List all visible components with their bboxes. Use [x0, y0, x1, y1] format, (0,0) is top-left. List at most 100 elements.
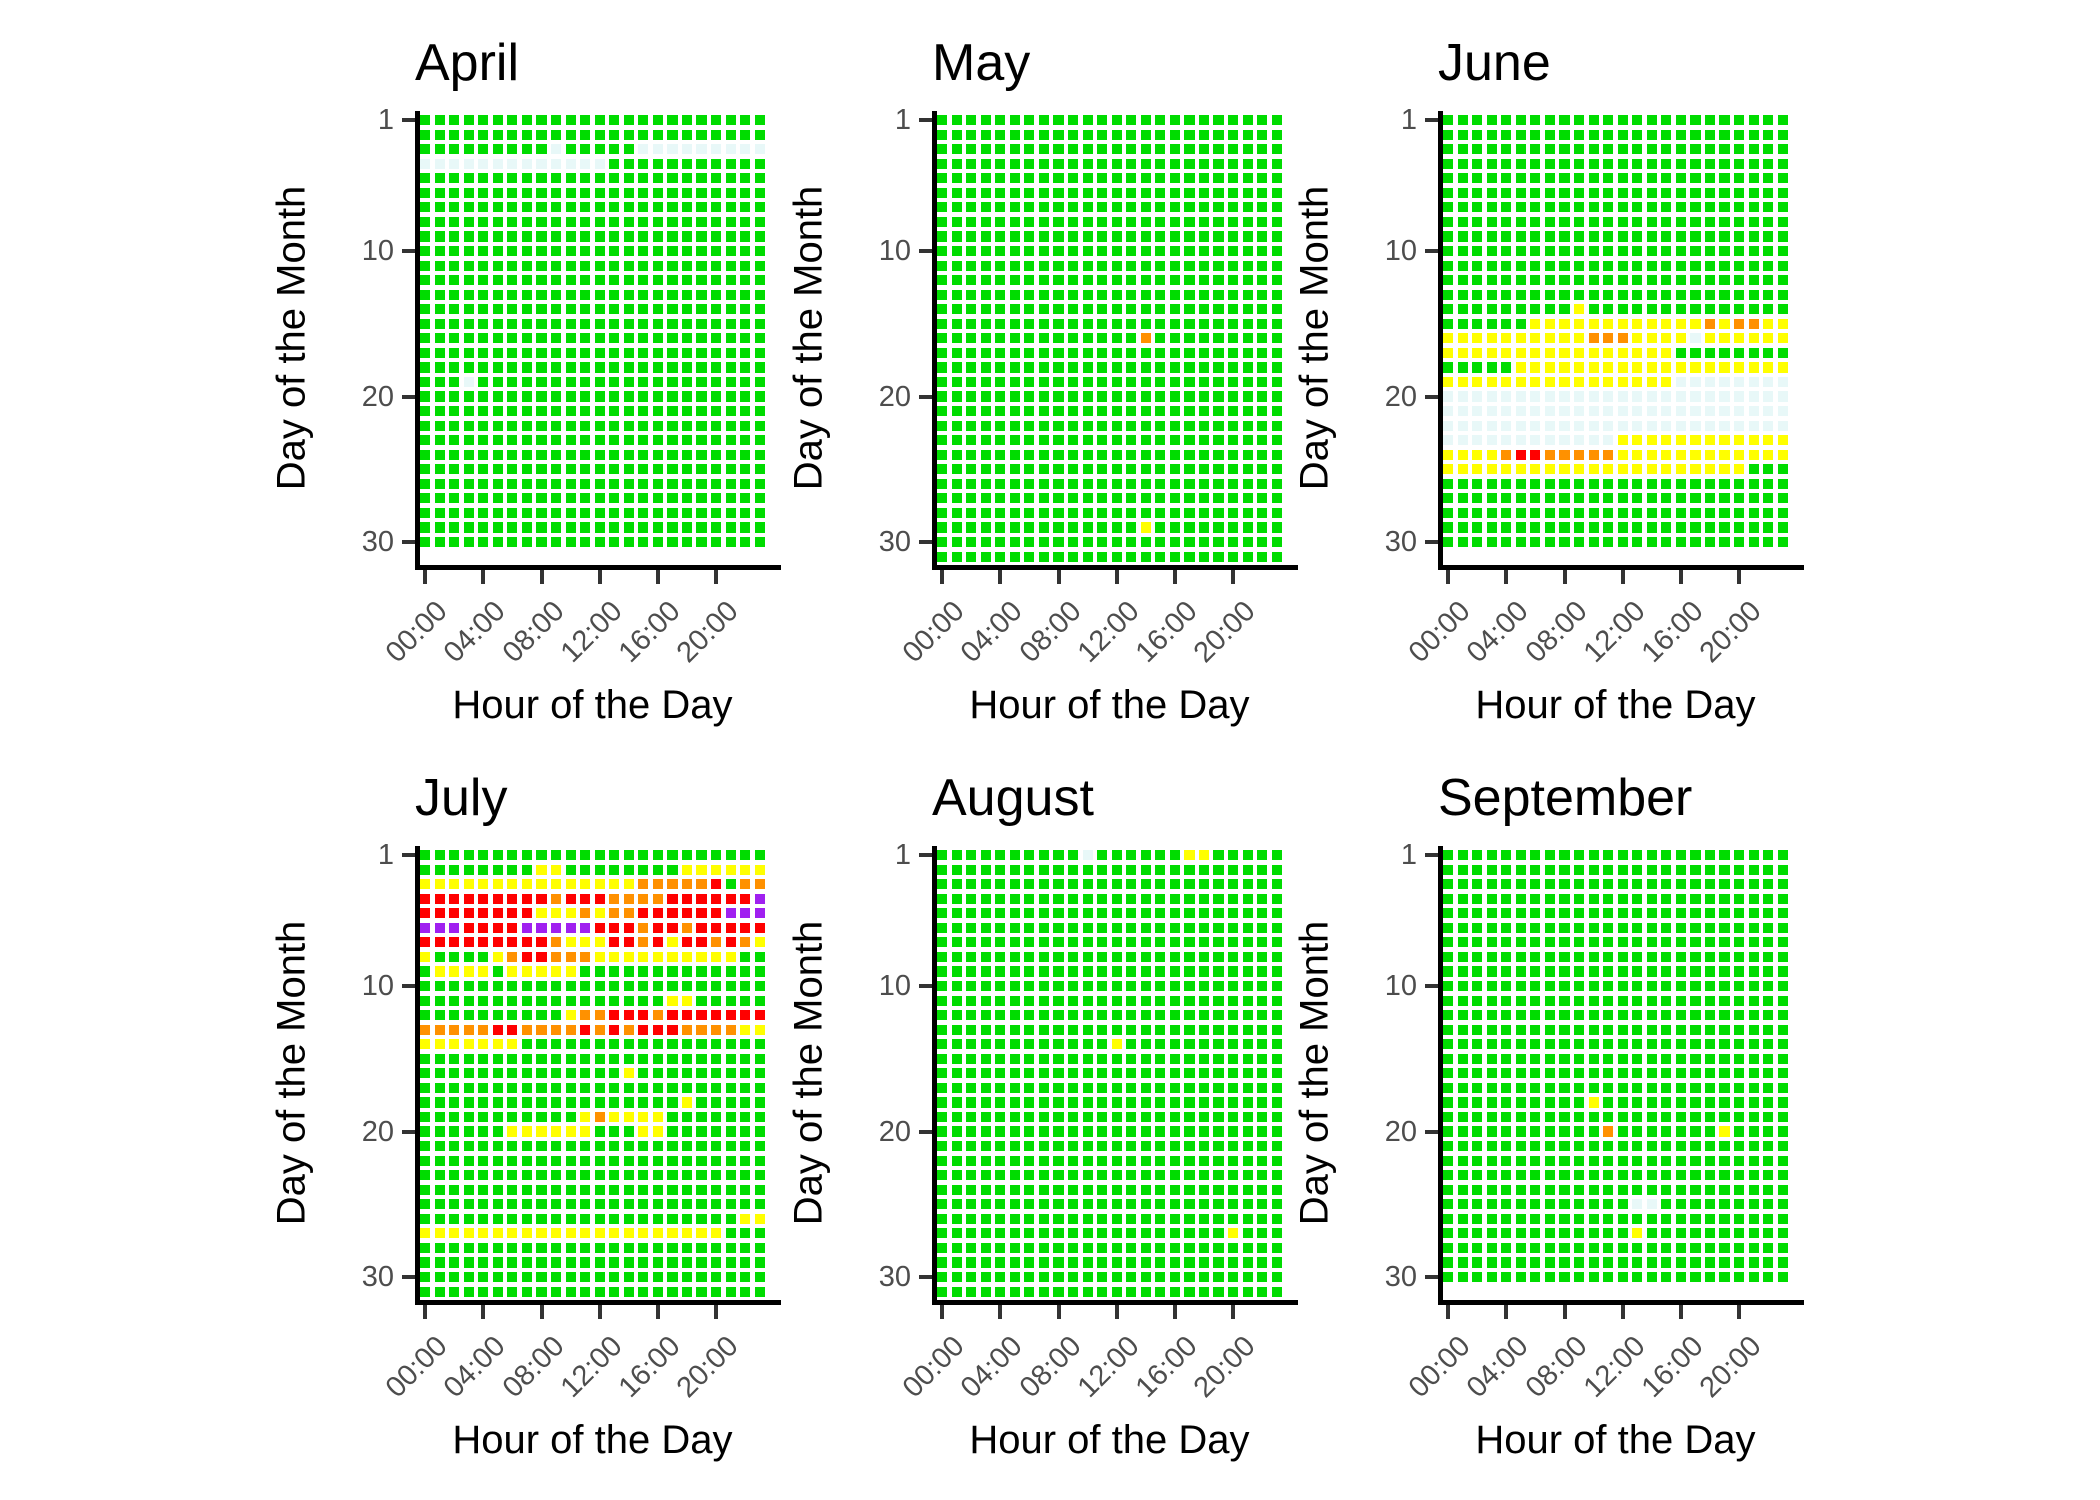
heatmap-cell — [1053, 1024, 1064, 1035]
heatmap-cell — [1603, 951, 1614, 963]
heatmap-cell — [966, 1010, 977, 1021]
heatmap-cell — [565, 449, 576, 460]
heatmap-cell — [1603, 202, 1614, 213]
heatmap-cell — [725, 493, 736, 504]
heatmap-cell — [1690, 1039, 1701, 1050]
heatmap-cell — [1661, 464, 1672, 475]
heatmap-cell — [1690, 1126, 1701, 1137]
heatmap-cell — [1486, 850, 1497, 861]
heatmap-cell — [1443, 893, 1454, 904]
heatmap-cell — [725, 202, 736, 213]
heatmap-cell — [1271, 493, 1282, 504]
heatmap-cell — [1140, 1213, 1151, 1224]
heatmap-cell — [1140, 522, 1151, 533]
heatmap-cell — [507, 493, 518, 504]
heatmap-cell — [754, 304, 765, 315]
heatmap-cell — [507, 995, 518, 1006]
heatmap-cell — [1097, 449, 1108, 460]
heatmap-cell — [1472, 216, 1483, 228]
heatmap-cell — [1777, 173, 1788, 184]
heatmap-cell — [623, 522, 634, 533]
heatmap-cell — [1097, 391, 1108, 402]
heatmap-cell — [1257, 1141, 1268, 1152]
heatmap-cell — [1777, 318, 1788, 329]
heatmap-cell — [565, 1097, 576, 1108]
heatmap-cell — [434, 522, 445, 533]
heatmap-cell — [1038, 536, 1050, 548]
heatmap-cell — [1559, 129, 1570, 140]
heatmap-cell — [1457, 231, 1468, 242]
heatmap-cell — [696, 1271, 707, 1283]
heatmap-cell — [1661, 406, 1672, 417]
heatmap-cell — [937, 144, 948, 155]
heatmap-cell — [1704, 893, 1716, 904]
heatmap-cell — [652, 1286, 663, 1297]
heatmap-cell — [550, 1286, 562, 1297]
heatmap-cell — [420, 362, 431, 373]
heatmap-cell — [1573, 493, 1585, 504]
heatmap-cell — [725, 893, 736, 904]
heatmap-cell — [1588, 1024, 1599, 1035]
heatmap-cell — [1169, 1024, 1180, 1035]
heatmap-cell — [1198, 333, 1210, 344]
heatmap-cell — [1067, 1010, 1079, 1021]
heatmap-cell — [565, 406, 576, 417]
heatmap-cell — [681, 376, 693, 388]
heatmap-cell — [1690, 937, 1701, 948]
heatmap-cell — [623, 1068, 634, 1079]
heatmap-cell — [1097, 173, 1108, 184]
heatmap-cell — [980, 1228, 991, 1239]
heatmap-cell — [1704, 1039, 1716, 1050]
heatmap-cell — [1486, 260, 1497, 271]
heatmap-cell — [1632, 879, 1643, 890]
heatmap-cell — [1704, 1170, 1716, 1181]
heatmap-cell — [1486, 493, 1497, 504]
heatmap-cell — [463, 522, 474, 533]
heatmap-cell — [1588, 1213, 1599, 1224]
heatmap-cell — [1228, 391, 1239, 402]
heatmap-cell — [711, 1228, 722, 1239]
heatmap-cell — [1457, 980, 1468, 992]
heatmap-cell — [1486, 1271, 1497, 1283]
heatmap-cell — [681, 1286, 693, 1297]
heatmap-cell — [1024, 908, 1035, 919]
heatmap-cell — [1067, 449, 1079, 460]
heatmap-cell — [667, 1068, 678, 1079]
heatmap-cell — [725, 347, 736, 358]
heatmap-cell — [1515, 995, 1526, 1006]
heatmap-cell — [478, 304, 489, 315]
heatmap-cell — [696, 522, 707, 533]
heatmap-cell — [1228, 231, 1239, 242]
heatmap-cell — [1486, 951, 1497, 963]
heatmap-cell — [1053, 951, 1064, 963]
heatmap-cell — [740, 376, 751, 388]
heatmap-cell — [580, 275, 591, 286]
heatmap-cell — [623, 333, 634, 344]
heatmap-cell — [1184, 980, 1195, 992]
heatmap-cell — [565, 1242, 576, 1254]
heatmap-cell — [1242, 551, 1253, 562]
heatmap-cell — [1097, 158, 1108, 169]
heatmap-cell — [565, 391, 576, 402]
heatmap-cell — [1053, 1097, 1064, 1108]
heatmap-cell — [681, 507, 693, 519]
heatmap-cell — [609, 1039, 620, 1050]
heatmap-cell — [449, 406, 460, 417]
heatmap-cell — [1472, 966, 1483, 977]
heatmap-cell — [1140, 879, 1151, 890]
heatmap-cell — [434, 1184, 445, 1195]
heatmap-cell — [1573, 333, 1585, 344]
heatmap-cell — [1501, 536, 1512, 548]
heatmap-cell — [550, 966, 562, 977]
heatmap-cell — [1271, 966, 1282, 977]
heatmap-cell — [463, 333, 474, 344]
heatmap-cell — [1632, 1271, 1643, 1283]
heatmap-cell — [550, 202, 562, 213]
heatmap-cell — [667, 864, 678, 875]
heatmap-cell — [434, 1126, 445, 1137]
heatmap-cell — [652, 922, 663, 933]
heatmap-cell — [1213, 187, 1224, 198]
heatmap-cell — [580, 864, 591, 875]
heatmap-cell — [725, 275, 736, 286]
heatmap-cell — [1734, 850, 1745, 861]
